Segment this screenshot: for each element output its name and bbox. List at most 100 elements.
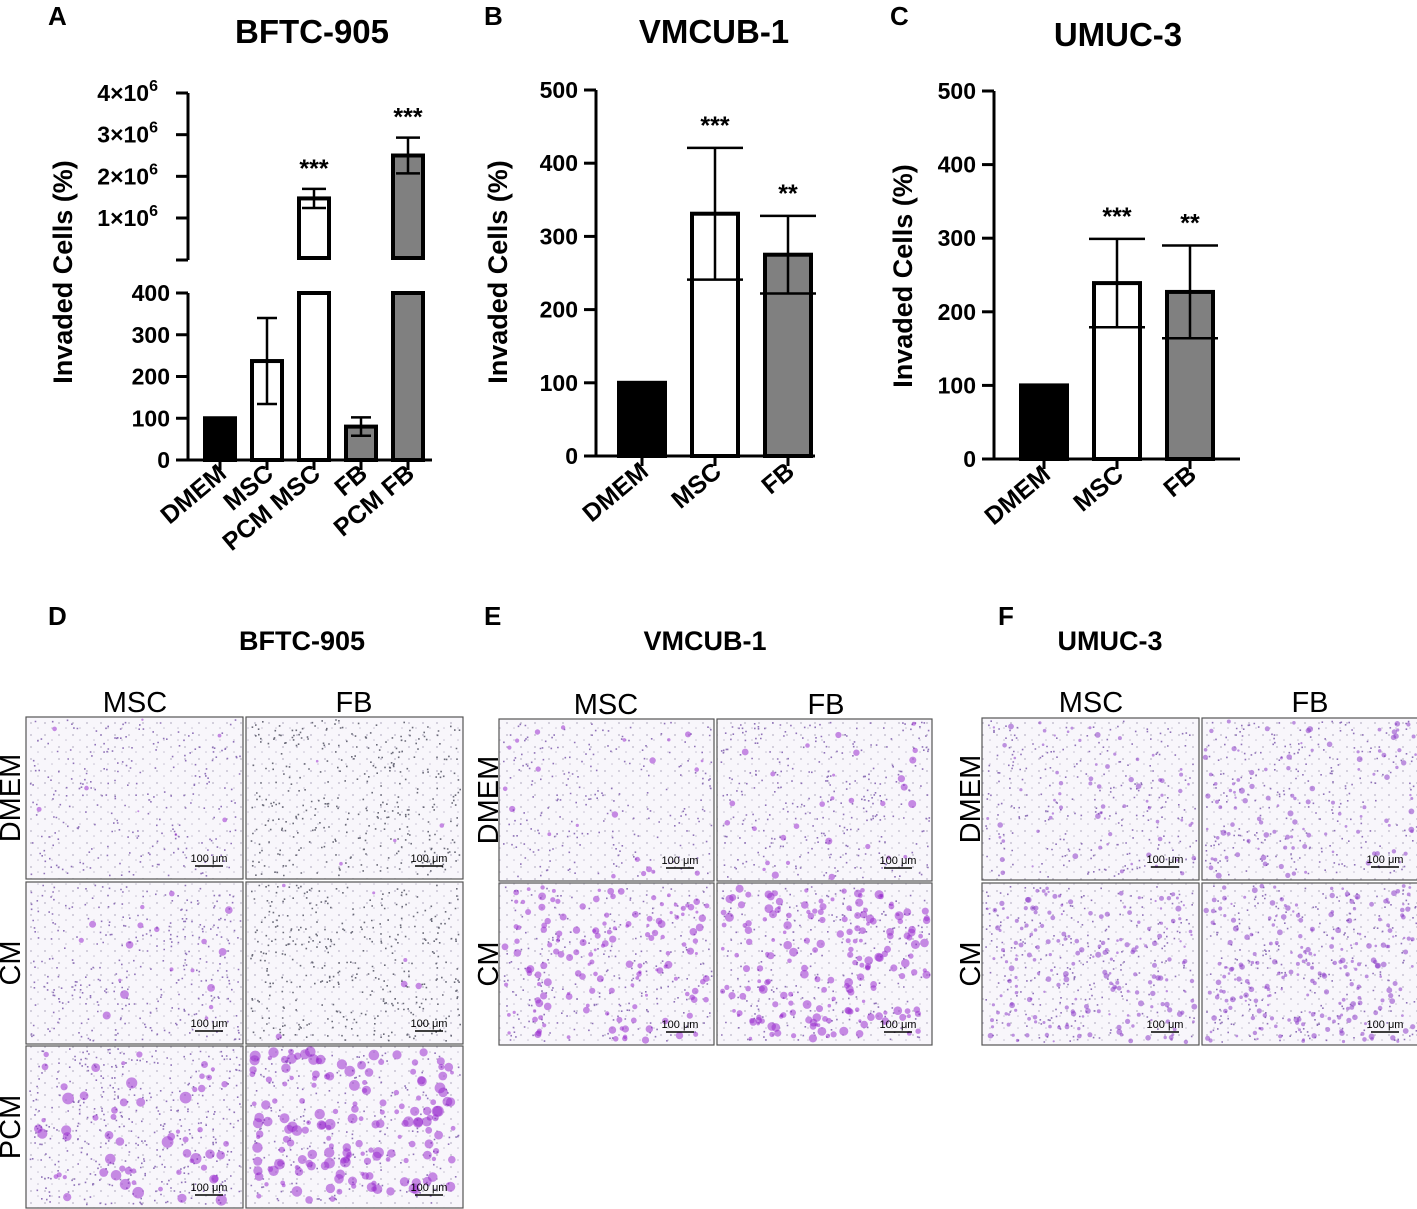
cell-cluster <box>544 917 551 925</box>
cell-cluster <box>1370 1037 1374 1041</box>
cell-cluster <box>1211 897 1217 903</box>
cell-cluster <box>1280 988 1283 991</box>
cell-cluster <box>1295 961 1300 966</box>
cell-cluster <box>137 810 140 813</box>
cell-cluster <box>785 860 791 866</box>
cell-cluster <box>675 1031 684 1040</box>
scale-bar-label: 100 μm <box>191 1182 228 1194</box>
cell-cluster <box>1137 896 1141 900</box>
cell-cluster <box>514 899 519 904</box>
y-tick-label: 0 <box>565 443 578 469</box>
panel-letter: C <box>890 1 909 31</box>
cell-cluster <box>1014 975 1018 980</box>
cell-cluster <box>1263 832 1270 838</box>
cell-cluster <box>1354 893 1361 900</box>
cell-cluster <box>1228 1005 1233 1011</box>
cell-cluster <box>1052 893 1058 899</box>
cell-cluster <box>1391 890 1397 897</box>
cell-cluster <box>1029 997 1033 1001</box>
panel-letter: E <box>484 601 501 631</box>
cell-cluster <box>1365 860 1371 866</box>
cell-cluster <box>1061 931 1067 937</box>
cell-cluster <box>825 1033 831 1039</box>
cell-cluster <box>635 976 640 980</box>
cell-cluster <box>218 948 227 956</box>
cell-cluster <box>1230 917 1237 923</box>
cell-cluster <box>1331 800 1335 805</box>
cell-cluster <box>62 1092 74 1105</box>
cell-cluster <box>646 866 652 873</box>
column-header: MSC <box>1059 687 1123 719</box>
cell-cluster <box>534 971 542 979</box>
cell-cluster <box>1119 937 1123 942</box>
cell-cluster <box>737 901 746 909</box>
cell-cluster <box>352 1101 358 1107</box>
cell-cluster <box>1088 726 1092 730</box>
cell-cluster <box>1092 955 1095 958</box>
cell-cluster <box>859 938 863 943</box>
cell-cluster <box>1406 892 1411 897</box>
cell-cluster <box>1321 973 1328 979</box>
cell-cluster <box>297 1155 307 1164</box>
cell-cluster <box>1048 1024 1052 1029</box>
cell-cluster <box>830 796 835 801</box>
cell-cluster <box>1227 972 1231 975</box>
cell-cluster <box>1401 914 1406 920</box>
cell-cluster <box>745 985 751 992</box>
cell-cluster <box>1045 886 1049 891</box>
cell-cluster <box>1045 976 1052 982</box>
cell-cluster <box>724 912 734 922</box>
cell-cluster <box>43 1051 49 1058</box>
cell-cluster <box>622 738 627 742</box>
cell-cluster <box>880 800 886 807</box>
cell-cluster <box>818 898 824 904</box>
cell-cluster <box>1070 726 1074 730</box>
cell-cluster <box>612 926 617 931</box>
cell-cluster <box>1262 1013 1268 1018</box>
cell-cluster <box>1414 753 1417 756</box>
bar-lower-part <box>391 291 425 462</box>
cell-cluster <box>1051 812 1055 815</box>
cell-cluster <box>855 898 864 907</box>
invaded-cell-clusters <box>315 759 445 866</box>
invaded-cell-clusters <box>720 884 931 1043</box>
cell-cluster <box>589 959 595 965</box>
cell-cluster <box>412 1117 424 1128</box>
y-tick-label: 300 <box>132 322 170 348</box>
cell-cluster <box>1281 975 1285 980</box>
cell-cluster <box>1356 750 1360 754</box>
cell-cluster <box>634 856 640 862</box>
cell-dots <box>250 719 461 877</box>
cell-cluster <box>314 1108 325 1120</box>
cell-cluster <box>1063 971 1069 977</box>
cell-cluster <box>264 1182 269 1187</box>
micrograph-title: VMCUB-1 <box>643 626 766 656</box>
cell-cluster <box>896 912 900 917</box>
cell-cluster <box>1058 805 1064 810</box>
cell-cluster <box>291 1186 303 1197</box>
cell-cluster <box>325 1183 336 1194</box>
chart-panel-a: A BFTC-905 Invaded Cells (%) 0 100 200 300 400 1… <box>48 1 432 556</box>
cell-cluster <box>1077 1026 1081 1031</box>
cell-cluster <box>306 1120 311 1125</box>
micrograph-image <box>498 718 715 882</box>
cell-cluster <box>1190 998 1195 1003</box>
cell-cluster <box>1035 945 1040 950</box>
cell-cluster <box>1357 962 1361 967</box>
cell-cluster <box>1205 827 1209 831</box>
cell-cluster <box>771 890 779 897</box>
cell-cluster <box>1216 993 1220 997</box>
cell-cluster <box>169 967 174 972</box>
cell-cluster <box>648 935 655 941</box>
cell-cluster <box>535 766 541 772</box>
cell-cluster <box>1165 1019 1171 1024</box>
cell-cluster <box>119 1178 131 1190</box>
cell-cluster <box>1038 721 1042 725</box>
cell-cluster <box>1335 927 1341 934</box>
cell-cluster <box>585 1003 590 1008</box>
cell-cluster <box>1277 929 1283 936</box>
cell-cluster <box>744 926 753 934</box>
cell-cluster <box>1150 990 1156 997</box>
cell-cluster <box>921 907 929 915</box>
cell-cluster <box>385 1157 391 1162</box>
